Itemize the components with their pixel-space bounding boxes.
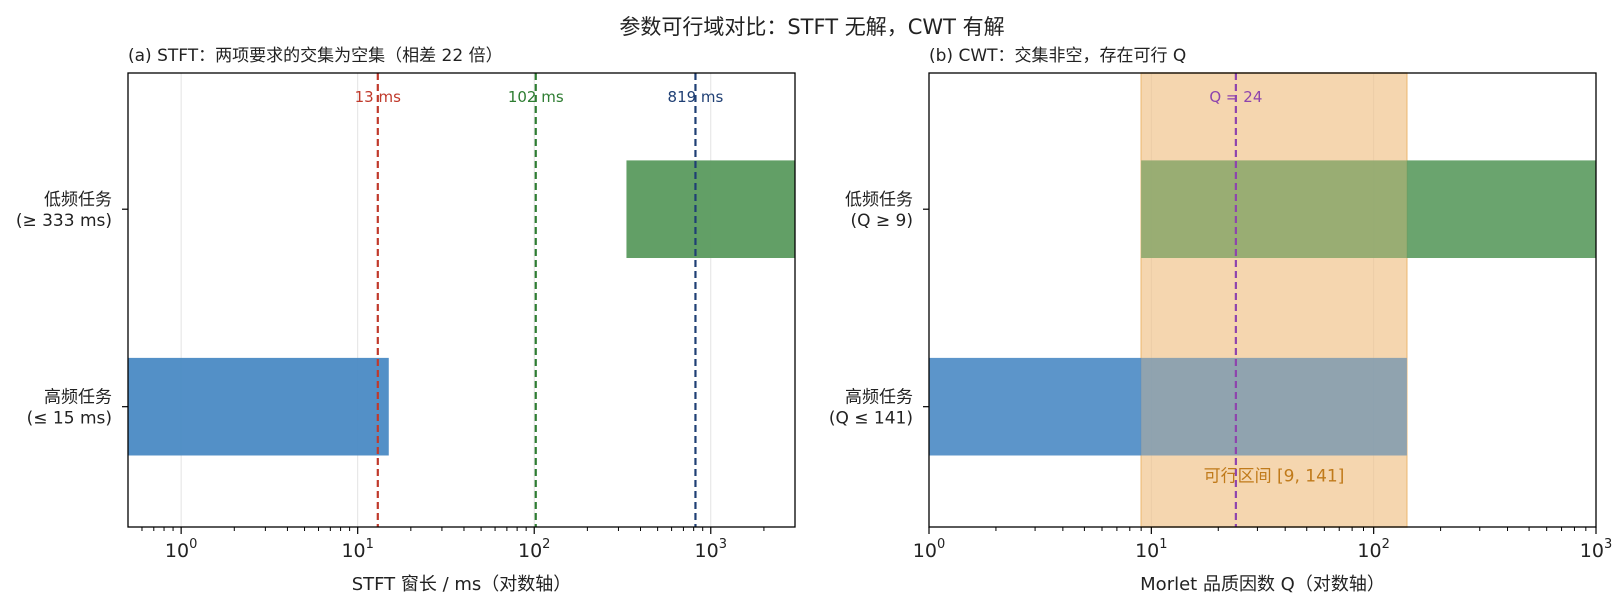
tick-label: 101: [341, 537, 373, 562]
tick-base: 10: [518, 540, 542, 562]
tick-exponent: 1: [1159, 537, 1167, 552]
tick-label: 100: [165, 537, 197, 562]
category-label: 高频任务: [44, 388, 112, 408]
bar: [626, 160, 795, 259]
tick-label: 100: [913, 537, 945, 562]
tick-base: 10: [1357, 540, 1381, 562]
x-axis-label: STFT 窗长 / ms（对数轴）: [352, 574, 572, 595]
vline-label: Q = 24: [1209, 88, 1262, 106]
category-label: 低频任务: [44, 190, 112, 210]
axes-frame: [928, 72, 1597, 528]
category-sublabel: (Q ≤ 141): [829, 409, 913, 429]
category-label: 低频任务: [845, 190, 913, 210]
tick-base: 10: [1580, 540, 1604, 562]
tick-base: 10: [1135, 540, 1159, 562]
category-sublabel: (≥ 333 ms): [16, 211, 112, 231]
x-axis-label: Morlet 品质因数 Q（对数轴）: [1140, 574, 1385, 595]
tick-label: 103: [695, 537, 727, 562]
tick-exponent: 0: [189, 537, 197, 552]
tick-exponent: 0: [937, 537, 945, 552]
bar: [128, 357, 389, 456]
tick-exponent: 2: [1382, 537, 1390, 552]
axes-frame: [127, 72, 796, 528]
category-sublabel: (≤ 15 ms): [27, 409, 112, 429]
tick-label: 103: [1580, 537, 1612, 562]
tick-base: 10: [695, 540, 719, 562]
feasible-span-overlay: [1141, 73, 1407, 527]
tick-base: 10: [913, 540, 937, 562]
bar: [1141, 160, 1596, 259]
bar: [929, 357, 1407, 456]
vline-label: 819 ms: [668, 88, 724, 106]
tick-base: 10: [165, 540, 189, 562]
category-label: 高频任务: [845, 388, 913, 408]
tick-exponent: 1: [366, 537, 374, 552]
suptitle: 参数可行域对比：STFT 无解，CWT 有解: [619, 15, 1004, 39]
tick-exponent: 2: [542, 537, 550, 552]
panel-a-stft: (a) STFT：两项要求的交集为空集（相差 22 倍） 13 ms 102 ms 8…: [16, 46, 796, 595]
tick-label: 102: [1357, 537, 1389, 562]
tick-exponent: 3: [1604, 537, 1612, 552]
panel-title: (a) STFT：两项要求的交集为空集（相差 22 倍）: [128, 46, 503, 66]
tick-base: 10: [341, 540, 365, 562]
feasible-span-label: 可行区间 [9, 141]: [1204, 466, 1345, 486]
tick-exponent: 3: [719, 537, 727, 552]
panel-title: (b) CWT：交集非空，存在可行 Q: [929, 46, 1186, 66]
vline-label: 102 ms: [508, 88, 564, 106]
tick-label: 102: [518, 537, 550, 562]
tick-label: 101: [1135, 537, 1167, 562]
vline-label: 13 ms: [355, 88, 401, 106]
category-sublabel: (Q ≥ 9): [850, 211, 913, 231]
